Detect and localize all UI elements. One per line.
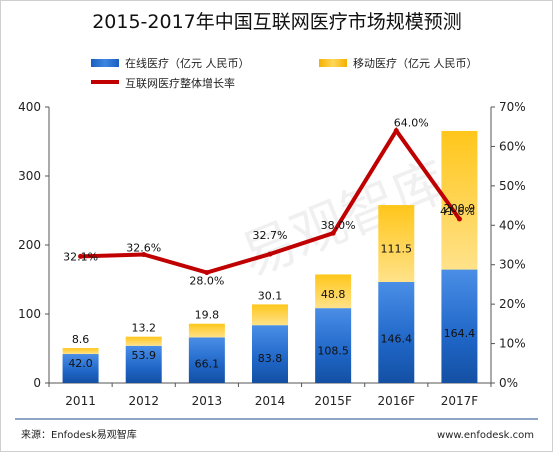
x-tick-label: 2015F bbox=[314, 394, 352, 408]
footer-website: www.enfodesk.com bbox=[437, 430, 534, 441]
growth-value-label: 38.0% bbox=[321, 219, 356, 232]
bar-online-value-label: 108.5 bbox=[317, 344, 349, 357]
bar-mobile bbox=[62, 348, 99, 355]
legend-swatch-mobile bbox=[319, 59, 347, 67]
legend-label-mobile: 移动医疗（亿元 人民币） bbox=[353, 56, 478, 70]
bar-online-value-label: 66.1 bbox=[195, 357, 220, 370]
y2-tick-label: 0% bbox=[499, 376, 518, 390]
legend: 在线医疗（亿元 人民币） 移动医疗（亿元 人民币） 互联网医疗整体增长率 bbox=[91, 56, 478, 90]
plot-area: 0 100 200 300 400 0% 10% 20% 30% 40% 50% 60% 70% 2011… bbox=[18, 100, 526, 408]
bar-mobile-value-label: 13.2 bbox=[131, 322, 156, 335]
growth-point bbox=[393, 128, 399, 134]
growth-point bbox=[78, 253, 84, 259]
growth-value-label: 32.7% bbox=[253, 229, 288, 242]
bar-mobile-value-label: 111.5 bbox=[381, 242, 413, 255]
growth-point bbox=[204, 270, 210, 276]
x-tick-label: 2011 bbox=[65, 394, 96, 408]
bar-online-value-label: 164.4 bbox=[444, 327, 476, 340]
x-tick-label: 2016F bbox=[378, 394, 416, 408]
bar-online-value-label: 42.0 bbox=[68, 357, 93, 370]
bar-online bbox=[441, 269, 478, 383]
growth-value-label: 28.0% bbox=[189, 275, 224, 288]
growth-point bbox=[456, 216, 462, 222]
growth-point bbox=[267, 251, 273, 257]
legend-label-online: 在线医疗（亿元 人民币） bbox=[125, 56, 250, 70]
bar-mobile-value-label: 200.9 bbox=[444, 202, 476, 215]
y2-tick-label: 30% bbox=[499, 258, 526, 272]
x-tick-label: 2014 bbox=[255, 394, 286, 408]
bar-mobile bbox=[252, 304, 288, 326]
y-tick-label: 300 bbox=[18, 169, 41, 183]
y-tick-label: 400 bbox=[18, 100, 41, 114]
y-tick-label: 0 bbox=[33, 376, 41, 390]
legend-swatch-online bbox=[91, 59, 119, 67]
bar-mobile-value-label: 48.8 bbox=[321, 288, 346, 301]
bar-online bbox=[315, 308, 352, 383]
bar-mobile-value-label: 30.1 bbox=[258, 289, 283, 302]
bar-mobile-value-label: 19.8 bbox=[195, 309, 220, 322]
y2-tick-label: 70% bbox=[499, 100, 526, 114]
growth-value-label: 32.1% bbox=[63, 250, 98, 263]
y2-tick-label: 20% bbox=[499, 297, 526, 311]
bar-mobile-value-label: 8.6 bbox=[72, 333, 90, 346]
bar-online-value-label: 53.9 bbox=[131, 349, 156, 362]
bar-mobile bbox=[125, 336, 162, 346]
y-tick-label: 200 bbox=[18, 238, 41, 252]
y2-tick-label: 60% bbox=[499, 139, 526, 153]
bar-mobile bbox=[315, 274, 352, 309]
y-tick-label: 100 bbox=[18, 307, 41, 321]
bar-mobile bbox=[188, 323, 225, 338]
footer-source: 来源：Enfodesk易观智库 bbox=[21, 428, 137, 441]
growth-value-label: 32.6% bbox=[126, 241, 161, 254]
legend-label-growth: 互联网医疗整体增长率 bbox=[125, 76, 235, 90]
bar-online bbox=[378, 281, 415, 383]
growth-value-label: 41.6% bbox=[440, 205, 475, 218]
bar-online-value-label: 146.4 bbox=[381, 333, 413, 346]
y2-tick-label: 40% bbox=[499, 218, 526, 232]
bar-online bbox=[125, 345, 162, 383]
bar-online bbox=[62, 354, 99, 383]
x-tick-label: 2012 bbox=[128, 394, 159, 408]
y2-tick-label: 50% bbox=[499, 179, 526, 193]
growth-point bbox=[141, 251, 147, 257]
growth-point bbox=[330, 230, 336, 236]
bar-mobile bbox=[378, 205, 415, 282]
bar-online-value-label: 83.8 bbox=[258, 352, 283, 365]
x-tick-label: 2013 bbox=[192, 394, 223, 408]
y2-tick-label: 10% bbox=[499, 337, 526, 351]
x-tick-label: 2017F bbox=[441, 394, 479, 408]
growth-value-label: 64.0% bbox=[394, 117, 429, 130]
chart-title: 2015-2017年中国互联网医疗市场规模预测 bbox=[92, 11, 462, 33]
bar-online bbox=[252, 325, 288, 383]
bar-online bbox=[188, 337, 225, 383]
